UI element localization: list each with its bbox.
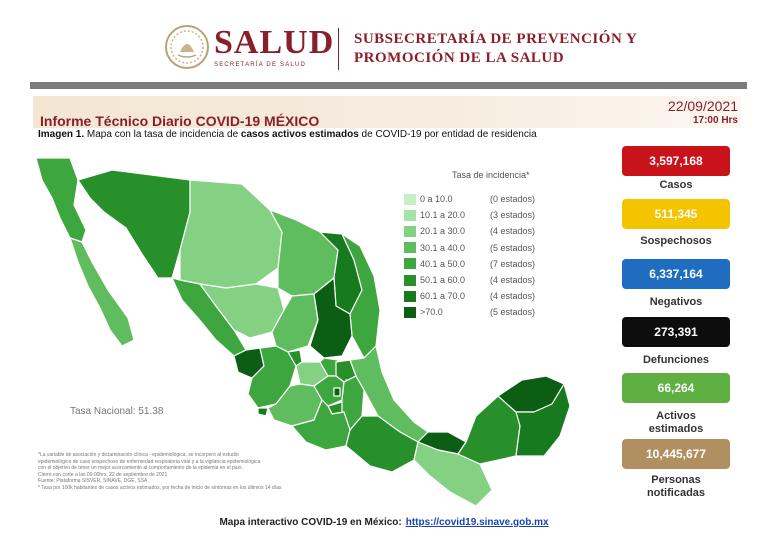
coat-of-arms-seal-icon xyxy=(165,25,209,69)
legend-count: (4 estados) xyxy=(490,275,536,285)
legend-count: (5 estados) xyxy=(490,307,536,318)
legend-row: 20.1 a 30.0 (4 estados) xyxy=(404,225,535,237)
report-title: Informe Técnico Diario COVID-19 MÉXICO xyxy=(40,113,320,129)
state-oaxaca xyxy=(345,415,419,473)
legend-row: 50.1 a 60.0 (4 estados) xyxy=(404,274,535,286)
footnote-line: Cierre con corte a las 09:00hrs, 22 de s… xyxy=(38,471,168,478)
legend-range: 60.1 a 70.0 xyxy=(420,291,466,302)
legend-count: (7 estados) xyxy=(490,258,536,269)
legend-swatch xyxy=(404,258,416,270)
footnote-line: * Tasa por 100k habitantes de casos acti… xyxy=(38,484,282,491)
legend-swatch xyxy=(404,242,416,254)
legend-range: >70.0 xyxy=(420,307,443,318)
legend-row: 10.1 a 20.0 (3 estados) xyxy=(404,209,535,221)
stat-value-box: 3,597,168 xyxy=(622,146,730,176)
stat-value-box: 10,445,677 xyxy=(622,439,730,469)
footnotes: *La variable de asociación y dictaminaci… xyxy=(38,452,368,492)
stat-value-box: 6,337,164 xyxy=(622,259,730,289)
caption-suffix: de COVID-19 por entidad de residencia xyxy=(358,129,537,140)
state-sonora xyxy=(77,169,191,279)
header-divider xyxy=(338,28,339,70)
state-chiapas xyxy=(413,441,493,507)
stat-label: Sospechosos xyxy=(640,235,712,247)
footnote-line: Fuente: Plataforma SISVER, SINAVE, DGE, … xyxy=(38,478,148,485)
stat-label: Defunciones xyxy=(642,354,709,366)
stat-value-box: 66,264 xyxy=(622,373,730,403)
caption-mid: Mapa con la tasa de incidencia de xyxy=(84,129,241,140)
tasa-nacional: Tasa Nacional: 51.38 xyxy=(70,406,164,417)
stat-label: Personas notificadas xyxy=(646,474,706,499)
state-colima xyxy=(257,407,269,417)
legend-count: (0 estados) xyxy=(490,194,536,204)
legend-swatch xyxy=(404,193,416,205)
office-line-2: PROMOCIÓN DE LA SALUD xyxy=(354,50,565,66)
legend-range: 0 a 10.0 xyxy=(420,194,453,204)
interactive-map-link[interactable]: https://covid19.sinave.gob.mx xyxy=(405,517,549,528)
title-band xyxy=(33,96,741,128)
state-cdmx xyxy=(333,387,341,397)
caption-bold: casos activos estimados xyxy=(240,129,359,140)
footnote-line: con el objetivo de tener un mejor acerca… xyxy=(38,465,243,472)
mexico-incidence-map xyxy=(35,157,571,507)
stat-label: Negativos xyxy=(649,296,703,308)
legend-swatch xyxy=(404,209,416,221)
state-quintana-roo xyxy=(515,383,571,457)
state-san-luis-potosi xyxy=(309,277,353,359)
brand-block: SALUD SECRETARÍA DE SALUD xyxy=(214,24,335,69)
legend-range: 30.1 a 40.0 xyxy=(420,242,466,253)
legend-row: 0 a 10.0 (0 estados) xyxy=(404,193,535,205)
state-chihuahua xyxy=(179,179,283,289)
stat-value-box: 273,391 xyxy=(622,317,730,347)
legend-swatch xyxy=(404,306,416,318)
legend-count: (4 estados) xyxy=(490,226,536,237)
brand-subtitle: SECRETARÍA DE SALUD xyxy=(214,62,307,68)
stat-label: Activos estimados xyxy=(648,410,704,435)
footnote-line: epidemiológico de caso sospechoso de enf… xyxy=(38,458,261,465)
legend-row: 30.1 a 40.0 (5 estados) xyxy=(404,242,535,254)
page-footer: Mapa interactivo COVID-19 en México: http… xyxy=(0,517,768,528)
report-time: 17:00 Hrs xyxy=(692,115,738,126)
legend-swatch xyxy=(404,225,416,237)
legend-range: 50.1 a 60.0 xyxy=(420,275,466,285)
legend-count: (4 estados) xyxy=(490,291,536,302)
state-guerrero xyxy=(291,399,351,451)
legend-title: Tasa de incidencia* xyxy=(452,170,530,180)
footnote-line: *La variable de asociación y dictaminaci… xyxy=(38,452,239,458)
legend-row: >70.0 (5 estados) xyxy=(404,306,535,318)
footer-text: Mapa interactivo COVID-19 en México: xyxy=(219,517,402,528)
image-caption: Imagen 1. Mapa con la tasa de incidencia… xyxy=(38,129,537,140)
legend-row: 60.1 a 70.0 (4 estados) xyxy=(404,290,535,302)
office-line-1: SUBSECRETARÍA DE PREVENCIÓN Y xyxy=(354,31,638,47)
legend-count: (3 estados) xyxy=(490,210,536,221)
caption-prefix: Imagen 1. xyxy=(38,129,85,140)
office-name: SUBSECRETARÍA DE PREVENCIÓN Y PROMOCIÓN … xyxy=(354,30,637,68)
legend-swatch xyxy=(404,274,416,286)
state-baja-california-sur xyxy=(69,237,135,347)
legend-count: (5 estados) xyxy=(490,242,536,253)
page-header: SALUD SECRETARÍA DE SALUD SUBSECRETARÍA … xyxy=(0,0,768,82)
brand-name: SALUD xyxy=(214,24,335,61)
header-separator-bar xyxy=(30,82,747,89)
stat-label: Casos xyxy=(659,179,693,191)
legend-range: 40.1 a 50.0 xyxy=(420,258,466,269)
report-date: 22/09/2021 xyxy=(667,98,738,114)
state-baja-california xyxy=(35,157,87,243)
stat-value-box: 511,345 xyxy=(622,199,730,229)
legend-range: 20.1 a 30.0 xyxy=(420,226,466,237)
legend-swatch xyxy=(404,290,416,302)
legend-row: 40.1 a 50.0 (7 estados) xyxy=(404,258,535,270)
legend-range: 10.1 a 20.0 xyxy=(420,210,466,221)
